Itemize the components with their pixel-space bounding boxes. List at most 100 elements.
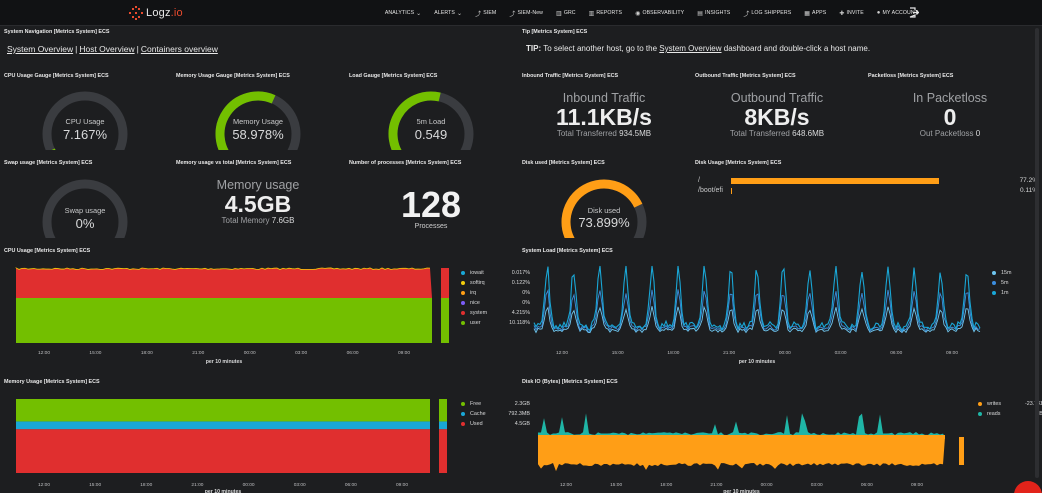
load-gauge-label: 5m Load <box>416 117 446 126</box>
inbound-title: Inbound Traffic [Metrics System] ECS <box>522 73 619 79</box>
legend-item: iowait 0.017% <box>461 268 530 278</box>
nav-observability[interactable]: ◉ OBSERVABILITY <box>635 10 684 17</box>
tip-system-overview-link[interactable]: System Overview <box>659 44 722 53</box>
nav-apps-icon: ▦ <box>804 10 811 17</box>
packetloss-title: Packetloss [Metrics System] ECS <box>868 73 954 79</box>
memory-vs-total-value: 4.5GB <box>224 191 292 217</box>
legend-series-name: reads <box>987 411 1001 417</box>
disk-usage-bar-track <box>731 177 1001 184</box>
link-separator: | <box>75 44 78 54</box>
memory-current-cache-bar <box>439 421 447 430</box>
packetloss-label: In Packetloss <box>912 91 988 105</box>
legend-swatch <box>461 402 465 406</box>
load-series-5m <box>533 288 981 333</box>
nav-analytics-label: ANALYTICS <box>384 10 415 16</box>
system-load-legend: 15m0.3675m0.5491m0.661 <box>992 268 1042 298</box>
outbound-label: Outbound Traffic <box>730 91 824 105</box>
cpu-gauge-value: 7.167% <box>62 127 108 142</box>
legend-series-name: softirq <box>470 280 485 286</box>
legend-item: Used 4.5GB <box>461 419 530 429</box>
load-series-15m <box>533 305 981 334</box>
gauge-track <box>42 179 128 253</box>
chat-widget-button[interactable] <box>1014 481 1042 493</box>
packetloss-sub-value: 0 <box>975 129 981 139</box>
legend-swatch <box>978 412 982 416</box>
load-gauge-value: 0.549 <box>414 127 448 142</box>
nav-analytics[interactable]: ANALYTICS ⌄ <box>385 10 421 17</box>
disk-io-legend: writes -23.7KB/s reads 0B/s <box>978 399 1042 419</box>
legend-item: reads 0B/s <box>978 409 1042 419</box>
x-axis-title: per 10 minutes <box>739 359 776 365</box>
swap-gauge-label: Swap usage <box>64 206 106 215</box>
logout-icon[interactable] <box>909 7 919 18</box>
x-tick-label: 03:00 <box>811 482 823 488</box>
nav-log-shippers-icon: ⤴ <box>743 11 750 18</box>
legend-series-name: 1m <box>1001 290 1009 296</box>
legend-series-name: system <box>470 310 488 316</box>
logo[interactable]: Logz.io <box>129 5 183 21</box>
nav-siem-icon: ⤴ <box>475 11 482 18</box>
x-tick-label: 15:00 <box>610 482 622 488</box>
disk-used-gauge: Disk used 73.899% <box>559 176 649 253</box>
legend-swatch <box>461 281 465 285</box>
nav-reports-icon: ▥ <box>588 10 595 17</box>
outbound-traffic-stat: Outbound Traffic 8KB/s Total Transferred… <box>715 91 839 138</box>
nav-insights[interactable]: ▤ INSIGHTS <box>697 10 730 17</box>
x-tick-label: 06:00 <box>861 482 873 488</box>
nav-siem-new-label: SIEM-New <box>517 10 544 16</box>
legend-series-name: user <box>470 320 481 326</box>
x-tick-label: 00:00 <box>244 350 256 356</box>
legend-swatch <box>461 412 465 416</box>
swap-gauge-value: 0% <box>75 216 95 231</box>
cpu-usage-chart[interactable]: 12:00 15:00 18:00 21:00 00:00 03:00 06:00 09:00… <box>0 258 520 370</box>
system-load-chart[interactable]: 12:00 15:00 18:00 21:00 00:00 03:00 06:00 09:00… <box>520 258 990 370</box>
legend-series-name: Cache <box>470 411 486 417</box>
legend-series-name: Free <box>470 401 482 407</box>
inbound-sub-value: 934.5MB <box>619 129 652 139</box>
memory-cache-area <box>16 421 430 430</box>
nav-invite[interactable]: ✚ INVITE <box>839 10 863 17</box>
legend-swatch <box>461 271 465 275</box>
disk-usage-title: Disk Usage [Metrics System] ECS <box>695 160 782 166</box>
memory-usage-chart[interactable]: 12:00 15:00 18:00 21:00 00:00 03:00 06:00 09:00… <box>0 389 520 493</box>
packetloss-value: 0 <box>943 104 957 130</box>
nav-reports[interactable]: ▥ REPORTS <box>589 10 622 17</box>
nav-grc[interactable]: ▥ GRC <box>556 10 576 17</box>
memory-current-used-bar <box>439 429 447 473</box>
top-bar: Logz.io ANALYTICS ⌄ ALERTS ⌄ ⤴ SIEM ⤴ SIEM-New ▥… <box>0 0 1042 26</box>
system-overview-link[interactable]: System Overview <box>7 44 74 54</box>
nav-my-account[interactable]: ● MY ACCOUNT <box>877 10 918 16</box>
outbound-sub-label: Total Transferred <box>729 129 790 139</box>
cpu-usage-gauge: CPU Usage 7.167% <box>40 88 130 165</box>
outbound-sub: Total Transferred 648.6MB <box>715 129 839 138</box>
load-series-1m <box>533 265 981 332</box>
disk-usage-row-root: / 77.2% <box>698 177 1038 184</box>
memory-usage-gauge: Memory Usage 58.978% <box>213 88 303 165</box>
disk-io-current-writes-bar <box>959 437 964 465</box>
nav-alerts[interactable]: ALERTS ⌄ <box>434 10 462 17</box>
legend-series-value: 0% <box>522 300 530 306</box>
disk-io-baseline <box>538 435 945 439</box>
legend-series-name: 5m <box>1001 280 1009 286</box>
disk-io-chart[interactable]: 12:00 15:00 18:00 21:00 00:00 03:00 06:00 09:00… <box>520 389 990 493</box>
x-axis-title: per 10 minutes <box>723 489 760 493</box>
containers-overview-link[interactable]: Containers overview <box>140 44 218 54</box>
disk-usage-bar-track <box>731 187 1001 194</box>
host-overview-link[interactable]: Host Overview <box>79 44 135 54</box>
disk-mount-label: /boot/efi <box>698 187 723 194</box>
tip-text-before: To select another host, go to the <box>543 44 658 53</box>
memory-gauge-title: Memory Usage Gauge [Metrics System] ECS <box>176 73 290 79</box>
cpu-current-system-bar <box>441 268 449 298</box>
chevron-down-icon: ⌄ <box>456 10 463 17</box>
nav-siem[interactable]: ⤴ SIEM <box>475 9 496 18</box>
page-scrollbar[interactable] <box>1035 28 1039 478</box>
legend-series-value: 4.215% <box>511 310 530 316</box>
nav-apps[interactable]: ▦ APPS <box>804 10 826 17</box>
legend-series-value: 0% <box>522 290 530 296</box>
system-load-chart-title: System Load [Metrics System] ECS <box>522 248 613 254</box>
nav-siem-new[interactable]: ⤴ SIEM-New <box>509 9 543 18</box>
nav-log-shippers[interactable]: ⤴ LOG SHIPPERS <box>743 9 791 18</box>
legend-swatch <box>978 402 982 406</box>
x-tick-label: 03:00 <box>294 482 306 488</box>
disk-used-title: Disk used [Metrics System] ECS <box>522 160 605 166</box>
